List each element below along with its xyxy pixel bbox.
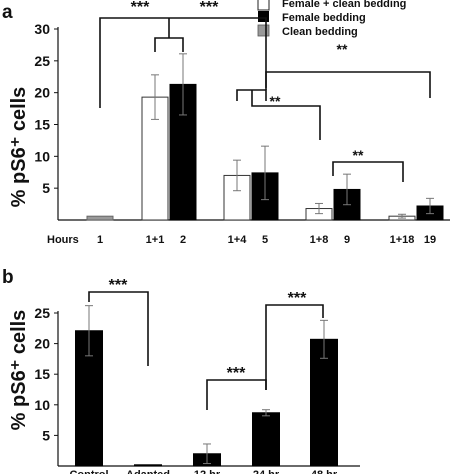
y-tick-label: 10 bbox=[34, 397, 50, 413]
y-tick-label: 20 bbox=[34, 85, 50, 101]
x-tick-label: 24 hr bbox=[253, 469, 280, 474]
panel-a-label: a bbox=[2, 2, 13, 23]
x-tick-label: 1+8 bbox=[310, 234, 329, 246]
bracket-4h-vs-18h bbox=[265, 71, 431, 98]
panel-b-ylabel: % pS6⁺ cells bbox=[8, 310, 30, 431]
bracket-12h-vs-24h bbox=[206, 379, 267, 410]
x-tick-label: 9 bbox=[344, 234, 350, 246]
y-tick-label: 10 bbox=[34, 148, 50, 164]
sig-label: *** bbox=[288, 290, 307, 307]
bar bbox=[86, 215, 114, 221]
panel-a-significance bbox=[99, 17, 431, 182]
y-tick-label: 20 bbox=[34, 336, 50, 352]
panel-a-ylabel: % pS6⁺ cells bbox=[8, 87, 30, 208]
x-tick-label: 19 bbox=[424, 234, 436, 246]
y-tick-label: 30 bbox=[34, 21, 50, 37]
bar bbox=[252, 412, 280, 467]
panel-a-significance-labels: *** *** ** ** ** bbox=[131, 0, 364, 163]
y-tick-label: 5 bbox=[42, 427, 50, 443]
bracket-4h-vs-8h bbox=[251, 90, 321, 140]
legend-label-female-clean: Female + clean bedding bbox=[282, 0, 406, 10]
bracket-8h-vs-18h bbox=[332, 161, 404, 182]
x-tick-label: 1+18 bbox=[390, 234, 415, 246]
sig-label: ** bbox=[270, 93, 281, 109]
x-tick-label: 5 bbox=[262, 234, 268, 246]
x-tick-label: 1+1 bbox=[146, 234, 165, 246]
y-tick-label: 15 bbox=[34, 117, 50, 133]
panel-b-label: b bbox=[2, 267, 14, 288]
panel-b-plot: 5 10 15 20 25 Control Adapted 12 hr 24 hr 48 hr bbox=[34, 305, 360, 474]
bracket-peak-pair bbox=[154, 37, 184, 52]
legend-swatch-clean-bedding bbox=[257, 24, 270, 37]
y-tick-label: 5 bbox=[42, 180, 50, 196]
y-tick-label: 25 bbox=[34, 53, 50, 69]
bracket-control-vs-adapted bbox=[88, 291, 149, 366]
x-tick-label: 12 hr bbox=[194, 469, 221, 474]
sig-label: *** bbox=[200, 0, 219, 16]
x-tick-label: Adapted bbox=[126, 469, 170, 474]
sig-label: *** bbox=[131, 0, 150, 16]
bracket-24h-vs-48h bbox=[265, 304, 324, 390]
panel-a-xaxis-name: Hours bbox=[47, 234, 79, 246]
x-tick-label: 1+4 bbox=[228, 234, 248, 246]
bracket-hour1-vs-peak bbox=[99, 17, 267, 108]
panel-b-significance-labels: *** *** *** bbox=[109, 277, 307, 382]
bar bbox=[310, 338, 338, 467]
legend-label-female-bedding: Female bedding bbox=[282, 12, 366, 24]
panel-a-plot: 5 10 15 20 25 30 1 1+1 2 1+4 5 1+8 9 1+18 19 bbox=[34, 21, 450, 246]
sig-label: ** bbox=[337, 41, 348, 57]
x-tick-label: 48 hr bbox=[311, 469, 338, 474]
panel-b-significance bbox=[88, 291, 324, 410]
x-tick-label: Control bbox=[69, 469, 108, 474]
sig-label: *** bbox=[109, 277, 128, 294]
panel-a-legend: Female + clean bedding Female bedding Cl… bbox=[257, 0, 406, 38]
bar bbox=[134, 464, 162, 467]
sig-label: *** bbox=[227, 365, 246, 382]
y-tick-label: 25 bbox=[34, 305, 50, 321]
x-tick-label: 2 bbox=[180, 234, 186, 246]
sig-label: ** bbox=[353, 147, 364, 163]
x-tick-label: 1 bbox=[97, 234, 103, 246]
legend-label-clean-bedding: Clean bedding bbox=[282, 26, 358, 38]
y-tick-label: 15 bbox=[34, 366, 50, 382]
legend-swatch-female-bedding bbox=[258, 11, 269, 22]
legend-swatch-female-clean bbox=[257, 0, 270, 11]
